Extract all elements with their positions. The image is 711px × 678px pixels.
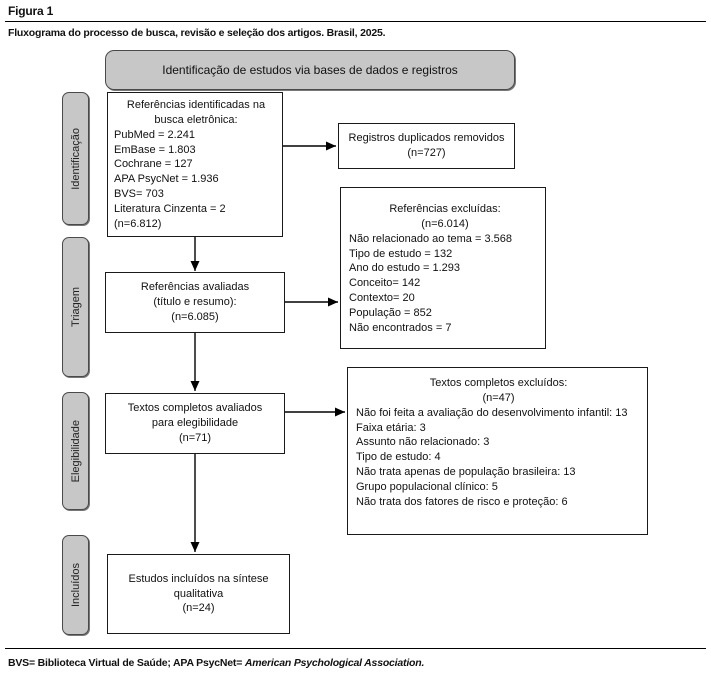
list-item: Tipo de estudo: 4 (356, 451, 441, 464)
list-item: Conceito= 142 (349, 277, 421, 290)
list-item: BVS= 703 (114, 188, 164, 201)
figure-label: Figura 1 (8, 4, 54, 18)
box-identified-references: Referências identificadas na busca eletr… (107, 92, 283, 237)
box-references-excluded: Referências excluídas: (n=6.014) Não rel… (340, 187, 546, 349)
footer-rule (5, 648, 706, 649)
box-identified-list: PubMed = 2.241 EmBase = 1.803 Cochrane =… (114, 128, 278, 232)
box-fulltext-assessed: Textos completos avaliados para elegibil… (105, 393, 285, 454)
box-duplicates-removed: Registros duplicados removidos (n=727) (338, 123, 515, 169)
stage-triagem: Triagem (62, 237, 89, 377)
box-identified-heading: Referências identificadas na busca eletr… (126, 99, 266, 126)
footnote-italic: American Psychological Association. (244, 657, 425, 669)
list-item: Literatura Cinzenta = 2 (114, 202, 226, 215)
box-fulltext-excluded-heading: Textos completos excluídos: (n=47) (429, 377, 568, 404)
stage-identificacao: Identificação (62, 92, 89, 225)
header-rule (5, 21, 706, 22)
stage-incluidos-label: Incluídos (69, 562, 82, 608)
list-item: Não relacionado ao tema = 3.568 (349, 232, 512, 245)
stage-incluidos: Incluídos (62, 535, 89, 635)
list-item: Cochrane = 127 (114, 158, 193, 171)
box-included-studies: Estudos incluídos na síntese qualitativa… (107, 554, 290, 634)
list-item: População = 852 (349, 306, 432, 319)
list-item: PubMed = 2.241 (114, 128, 196, 141)
list-item: Faixa etária: 3 (356, 421, 426, 434)
figure-footnote: BVS= Biblioteca Virtual de Saúde; APA Ps… (8, 657, 424, 669)
stage-elegibilidade-label: Elegibilidade (69, 419, 82, 483)
box-references-excluded-list: Não relacionado ao tema = 3.568 Tipo de … (349, 232, 541, 336)
box-references-excluded-heading: Referências excluídas: (n=6.014) (389, 203, 501, 230)
figure-caption: Fluxograma do processo de busca, revisão… (8, 27, 386, 39)
list-item: Tipo de estudo = 132 (349, 247, 453, 260)
stage-elegibilidade: Elegibilidade (62, 392, 89, 510)
box-fulltext-excluded: Textos completos excluídos: (n=47) Não f… (347, 367, 648, 535)
list-item: Ano do estudo = 1.293 (349, 262, 461, 275)
list-item: (n=6.812) (114, 217, 162, 230)
banner-identification-sources: Identificação de estudos via bases de da… (105, 50, 515, 90)
box-screened: Referências avaliadas (título e resumo):… (105, 272, 285, 333)
stage-triagem-label: Triagem (69, 287, 82, 327)
list-item: Grupo populacional clínico: 5 (356, 480, 498, 493)
list-item: EmBase = 1.803 (114, 143, 196, 156)
list-item: Não trata dos fatores de risco e proteçã… (356, 495, 568, 508)
footnote-prefix: BVS= Biblioteca Virtual de Saúde; APA Ps… (8, 657, 245, 669)
stage-identificacao-label: Identificação (69, 127, 82, 190)
list-item: Não foi feita a avaliação do desenvolvim… (356, 406, 628, 419)
list-item: Assunto não relacionado: 3 (356, 436, 490, 449)
box-fulltext-excluded-list: Não foi feita a avaliação do desenvolvim… (356, 406, 641, 510)
list-item: Não trata apenas de população brasileira… (356, 466, 576, 479)
list-item: APA PsycNet = 1.936 (114, 173, 219, 186)
list-item: Não encontrados = 7 (349, 321, 452, 334)
list-item: Contexto= 20 (349, 292, 415, 305)
